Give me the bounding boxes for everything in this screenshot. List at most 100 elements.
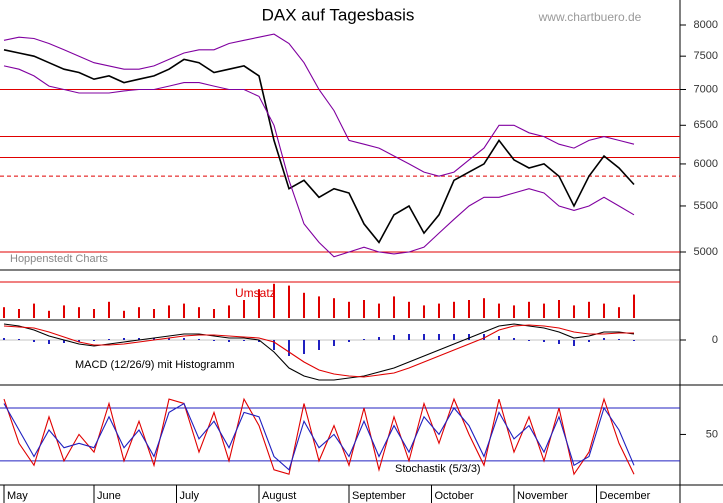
bar <box>468 300 470 318</box>
bar <box>3 338 5 340</box>
bar <box>633 294 635 318</box>
bar <box>3 307 5 318</box>
y-tick-label: 50 <box>706 428 718 440</box>
bar <box>618 339 620 340</box>
watermark: www.chartbuero.de <box>538 10 642 24</box>
bar <box>273 340 275 350</box>
bar <box>438 334 440 340</box>
bar <box>198 307 200 318</box>
bar <box>108 339 110 340</box>
bar <box>303 292 305 318</box>
bar <box>33 340 35 342</box>
bar <box>243 340 245 341</box>
y-tick-label: 7000 <box>694 83 718 95</box>
bar <box>513 305 515 318</box>
line <box>3 49 635 244</box>
bar <box>603 338 605 340</box>
bar <box>123 310 125 318</box>
bar <box>423 334 425 340</box>
bar <box>393 296 395 318</box>
bar <box>453 334 455 340</box>
y-tick-label: 8000 <box>694 19 718 31</box>
bar <box>543 303 545 318</box>
y-tick-label: 5500 <box>694 200 718 212</box>
bar <box>393 335 395 340</box>
line <box>3 397 635 476</box>
bar <box>183 303 185 318</box>
line <box>3 324 634 378</box>
bar <box>123 338 125 340</box>
bar <box>363 339 365 340</box>
bar <box>573 340 575 346</box>
bar <box>198 339 200 340</box>
y-tick-label: 6000 <box>694 158 718 170</box>
bar <box>18 339 20 340</box>
y-tick-label: 0 <box>712 334 718 346</box>
bar <box>438 303 440 318</box>
bar <box>408 334 410 340</box>
bar <box>543 340 545 342</box>
bar <box>93 340 95 341</box>
line <box>3 402 635 471</box>
bar <box>318 296 320 318</box>
bar <box>213 309 215 318</box>
line <box>3 65 635 258</box>
bar <box>528 340 530 341</box>
bar <box>573 305 575 318</box>
bar <box>288 285 290 318</box>
bar <box>453 301 455 318</box>
bar <box>423 305 425 318</box>
bar <box>363 300 365 318</box>
bar <box>18 309 20 318</box>
bar <box>348 301 350 318</box>
line <box>3 33 635 177</box>
bar <box>303 340 305 354</box>
y-tick-label: 7500 <box>694 50 718 62</box>
bar <box>78 340 80 342</box>
bar <box>603 303 605 318</box>
bar <box>138 307 140 318</box>
bar <box>228 305 230 318</box>
bar <box>318 340 320 350</box>
bar <box>138 338 140 340</box>
bar <box>228 340 230 342</box>
panel-title: MACD (12/26/9) mit Histogramm <box>75 359 235 371</box>
bar <box>183 338 185 340</box>
line <box>3 323 635 381</box>
bar <box>243 300 245 318</box>
bar <box>618 307 620 318</box>
bar <box>483 334 485 340</box>
bar <box>588 340 590 342</box>
bar <box>153 309 155 318</box>
panel-title: Stochastik (5/3/3) <box>395 463 481 475</box>
bar <box>168 338 170 340</box>
bar <box>63 305 65 318</box>
bar <box>78 307 80 318</box>
bar <box>153 338 155 340</box>
x-tick-label: November <box>517 490 568 502</box>
source: Hoppenstedt Charts <box>10 253 108 265</box>
panel-title: Umsatz <box>235 286 276 300</box>
bar <box>33 303 35 318</box>
bar <box>483 298 485 318</box>
bar <box>333 298 335 318</box>
y-tick-label: 5000 <box>694 246 718 258</box>
bar <box>93 309 95 318</box>
x-tick-label: August <box>262 490 296 502</box>
bar <box>288 340 290 356</box>
bar <box>213 340 215 341</box>
x-tick-label: October <box>435 490 474 502</box>
bar <box>258 340 260 342</box>
bar <box>348 340 350 342</box>
bar <box>498 303 500 318</box>
bar <box>63 340 65 343</box>
bar <box>108 301 110 318</box>
bar <box>528 301 530 318</box>
bar <box>408 301 410 318</box>
y-tick-label: 6500 <box>694 119 718 131</box>
bar <box>633 340 635 341</box>
x-tick-label: July <box>180 490 200 502</box>
x-tick-label: December <box>600 490 651 502</box>
